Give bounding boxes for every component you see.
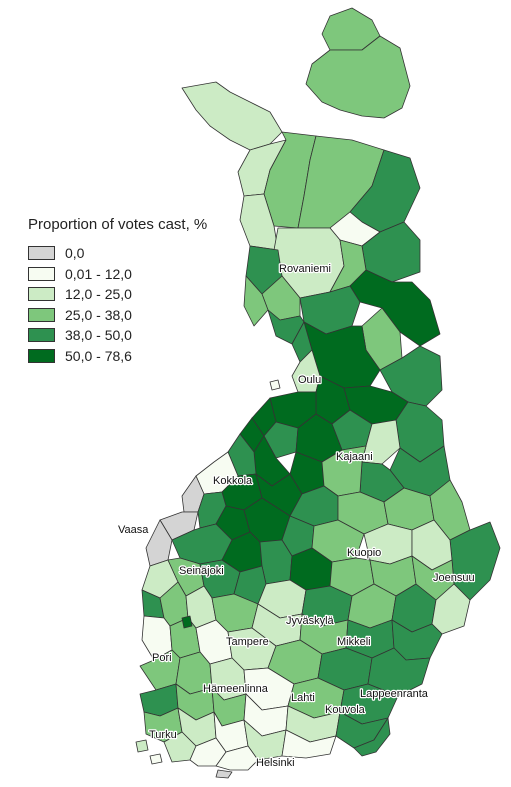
region-korsnas: [145, 519, 173, 567]
city-label-tampere: Tampere: [226, 636, 269, 648]
legend-swatch: [28, 266, 55, 281]
legend-swatch: [28, 287, 55, 302]
city-label-lappeenranta: Lappeenranta: [360, 688, 429, 700]
region-island-1: [135, 739, 149, 753]
legend-swatch: [28, 328, 55, 343]
legend-swatch: [28, 246, 55, 261]
city-label-helsinki: Helsinki: [256, 757, 295, 769]
region-sipoo: [281, 729, 337, 759]
region-enontekio-north: [181, 81, 283, 151]
legend-item: 12,0 - 25,0: [28, 284, 207, 305]
legend-item: 50,0 - 78,6: [28, 346, 207, 367]
region-inari: [305, 35, 411, 119]
legend-swatch: [28, 348, 55, 363]
legend-item: 0,0: [28, 243, 207, 264]
city-labels: Rovaniemi Oulu Kajaani Kokkola Vaasa Kuo…: [117, 262, 476, 770]
city-label-vaasa: Vaasa: [118, 524, 149, 536]
legend-item: 38,0 - 50,0: [28, 325, 207, 346]
city-label-seinajoki: Seinäjoki: [179, 565, 224, 577]
city-label-pori: Pori: [152, 652, 172, 664]
city-label-joensuu: Joensuu: [433, 572, 475, 584]
city-label-oulu: Oulu: [298, 374, 321, 386]
city-label-turku: Turku: [149, 729, 177, 741]
city-label-jyvaskyla: Jyväskylä: [286, 615, 335, 627]
legend-item: 0,01 - 12,0: [28, 264, 207, 285]
region-oulainen: [263, 421, 299, 459]
legend-label: 38,0 - 50,0: [65, 327, 132, 344]
city-label-hameenlinna: Hämeenlinna: [203, 683, 269, 695]
city-label-lahti: Lahti: [291, 692, 315, 704]
region-posio: [349, 269, 441, 347]
legend-item: 25,0 - 38,0: [28, 305, 207, 326]
city-label-kuopio: Kuopio: [347, 547, 381, 559]
city-label-mikkeli: Mikkeli: [337, 636, 371, 648]
map-legend: Proportion of votes cast, % 0,0 0,01 - 1…: [28, 216, 207, 366]
city-label-kouvola: Kouvola: [325, 704, 366, 716]
municipality-regions: [135, 7, 501, 779]
region-kemi-tornio: [243, 275, 269, 327]
region-helsinki: [215, 745, 259, 771]
city-label-kokkola: Kokkola: [213, 475, 253, 487]
region-island-4: [269, 379, 281, 391]
region-island-5: [181, 615, 193, 629]
city-label-rovaniemi: Rovaniemi: [279, 263, 331, 275]
legend-label: 0,01 - 12,0: [65, 265, 132, 282]
region-island-2: [149, 753, 163, 765]
legend-title: Proportion of votes cast, %: [28, 216, 208, 233]
legend-label: 25,0 - 38,0: [65, 306, 132, 323]
legend-swatch: [28, 307, 55, 322]
region-kotka: [353, 717, 391, 757]
legend-label: 12,0 - 25,0: [65, 286, 132, 303]
region-island-3: [215, 769, 233, 779]
city-label-kajaani: Kajaani: [336, 451, 373, 463]
legend-label: 0,0: [65, 245, 85, 262]
legend-label: 50,0 - 78,6: [65, 347, 132, 364]
